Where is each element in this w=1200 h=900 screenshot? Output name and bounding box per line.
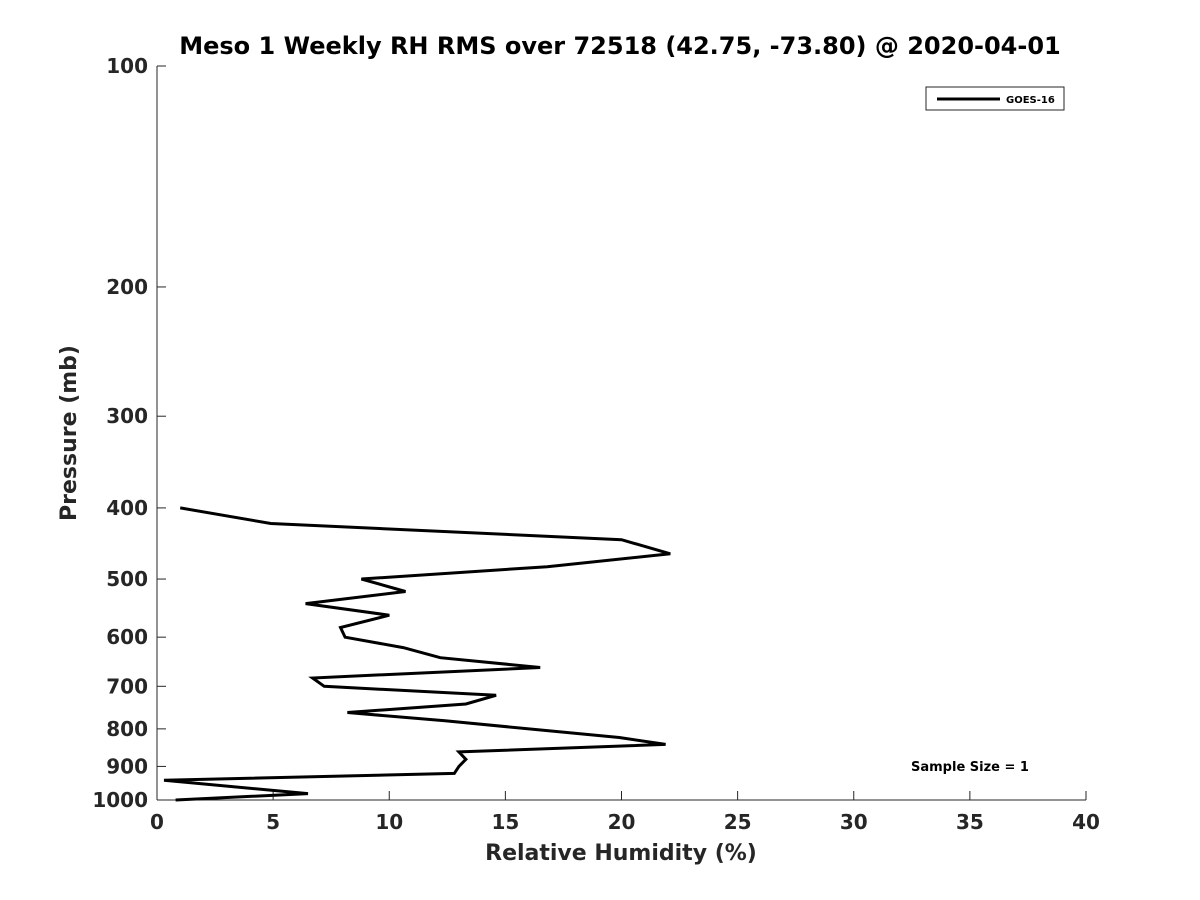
y-axis-label: Pressure (mb) (57, 345, 82, 521)
y-tick-label: 200 (106, 275, 148, 299)
y-tick-label: 800 (106, 717, 148, 741)
chart-title: Meso 1 Weekly RH RMS over 72518 (42.75, … (179, 32, 1061, 60)
series-group (163, 506, 671, 802)
y-tick-label: 400 (106, 496, 148, 520)
series-line-goes-16 (163, 506, 671, 802)
y-ticks: 100 200 300 400 500 600 700 800 900 1000 (92, 54, 166, 812)
x-tick-label: 10 (375, 810, 403, 834)
x-tick-label: 20 (608, 810, 636, 834)
x-tick-label: 5 (266, 810, 280, 834)
y-tick-label: 900 (106, 754, 148, 778)
sample-size-annotation: Sample Size = 1 (911, 760, 1029, 775)
x-tick-label: 30 (840, 810, 868, 834)
y-tick-label: 1000 (92, 788, 148, 812)
x-tick-label: 25 (724, 810, 752, 834)
y-tick-label: 100 (106, 54, 148, 78)
y-tick-label: 600 (106, 625, 148, 649)
y-tick-label: 300 (106, 404, 148, 428)
axes (156, 66, 1086, 801)
x-axis-label: Relative Humidity (%) (485, 841, 757, 866)
x-tick-label: 15 (491, 810, 519, 834)
legend: GOES-16 (925, 86, 1065, 111)
y-tick-label: 700 (106, 674, 148, 698)
legend-label-goes-16: GOES-16 (1006, 95, 1055, 106)
x-tick-label: 0 (150, 810, 164, 834)
x-ticks: 0 5 10 15 20 25 30 35 40 (150, 791, 1100, 834)
x-tick-label: 35 (956, 810, 984, 834)
x-tick-label: 40 (1072, 810, 1100, 834)
y-tick-label: 500 (106, 567, 148, 591)
